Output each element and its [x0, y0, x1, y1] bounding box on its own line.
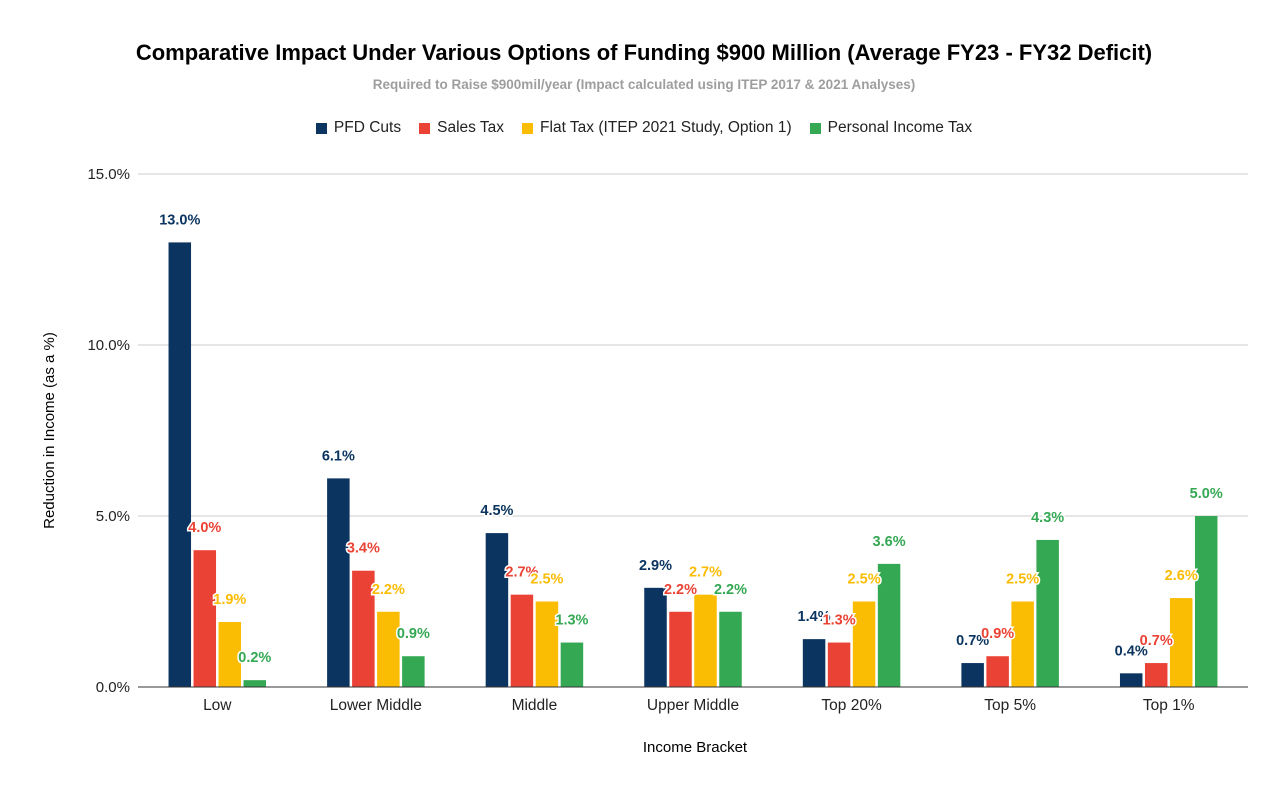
legend-swatch-sales-tax	[419, 122, 431, 134]
bar[interactable]	[402, 656, 425, 687]
chart-title: Comparative Impact Under Various Options…	[135, 40, 1153, 65]
data-label: 13.0%	[159, 212, 200, 228]
bar[interactable]	[802, 639, 826, 687]
bar[interactable]	[877, 563, 901, 687]
bar[interactable]	[1036, 539, 1059, 687]
legend-swatch-pfd-cuts	[315, 122, 327, 134]
x-axis-category-labels: Low Lower Middle Middle Upper Middle Top 20%…	[203, 697, 1195, 714]
data-label: 0.9%	[981, 626, 1014, 642]
bar[interactable]	[218, 622, 242, 687]
bar[interactable]	[377, 611, 400, 687]
bar[interactable]	[243, 680, 267, 687]
legend-label-personal-income-tax: Personal Income Tax	[827, 119, 973, 136]
data-label: 2.5%	[530, 572, 563, 588]
bar[interactable]	[560, 642, 584, 687]
bar[interactable]	[852, 601, 876, 688]
bar[interactable]	[961, 663, 984, 687]
data-label: 1.3%	[823, 613, 856, 629]
data-label: 3.6%	[873, 534, 906, 550]
x-category-label: Top 5%	[984, 697, 1036, 714]
gridlines	[138, 173, 1248, 517]
bar[interactable]	[644, 587, 667, 687]
legend-item-pfd-cuts[interactable]: PFD Cuts	[315, 119, 402, 137]
y-axis-tick-labels: 0.0% 5.0% 10.0% 15.0%	[87, 166, 130, 696]
x-axis-title: Income Bracket	[643, 739, 748, 756]
y-tick-label: 0.0%	[96, 679, 130, 696]
bar[interactable]	[352, 570, 375, 687]
data-label: 2.2%	[372, 582, 405, 598]
data-label: 1.4%	[798, 609, 831, 625]
data-label: 0.7%	[1140, 633, 1173, 649]
bar[interactable]	[694, 594, 717, 687]
data-label: 6.1%	[322, 448, 355, 464]
bar[interactable]	[327, 478, 350, 687]
data-label: 2.7%	[505, 565, 538, 581]
legend-swatch-flat-tax	[522, 122, 534, 134]
bars	[168, 242, 1218, 688]
data-label: 5.0%	[1190, 486, 1223, 502]
data-label: 2.6%	[1165, 568, 1198, 584]
data-label: 3.4%	[347, 541, 380, 557]
bar[interactable]	[535, 601, 559, 688]
y-tick-label: 15.0%	[87, 166, 130, 183]
y-tick-label: 10.0%	[87, 337, 130, 354]
legend: PFD Cuts Sales Tax Flat Tax (ITEP 2021 S…	[0, 119, 1288, 137]
data-labels: 13.0% 4.0% 1.9% 0.2% 6.1% 3.4% 2.2% 0.9% 4.5% 2.7…	[158, 211, 1225, 668]
chart-subtitle: Required to Raise $900mil/year (Impact c…	[372, 77, 916, 92]
x-category-label: Top 20%	[821, 697, 882, 714]
data-label: 2.7%	[689, 565, 722, 581]
bar[interactable]	[485, 533, 509, 687]
data-label: 0.4%	[1115, 643, 1148, 659]
bar[interactable]	[193, 550, 217, 687]
legend-label-flat-tax: Flat Tax (ITEP 2021 Study, Option 1)	[540, 119, 792, 136]
legend-item-personal-income-tax[interactable]: Personal Income Tax	[809, 119, 973, 137]
data-label: 2.5%	[1006, 572, 1039, 588]
bar[interactable]	[510, 594, 534, 687]
legend-item-flat-tax[interactable]: Flat Tax (ITEP 2021 Study, Option 1)	[522, 119, 792, 137]
data-label: 0.2%	[238, 650, 271, 666]
data-label: 0.9%	[397, 626, 430, 642]
x-category-label: Middle	[512, 697, 558, 714]
bar[interactable]	[1119, 673, 1143, 687]
data-label: 4.0%	[188, 520, 221, 536]
bar[interactable]	[168, 242, 192, 687]
bar[interactable]	[1144, 663, 1168, 687]
x-category-label: Upper Middle	[647, 697, 739, 714]
bar[interactable]	[1169, 598, 1193, 687]
legend-label-sales-tax: Sales Tax	[437, 119, 505, 136]
y-axis-title: Reduction in Income (as a %)	[41, 332, 58, 529]
bar[interactable]	[1011, 601, 1034, 688]
data-label: 2.9%	[639, 558, 672, 574]
bar[interactable]	[669, 611, 692, 687]
data-label: 1.3%	[555, 613, 588, 629]
legend-swatch-personal-income-tax	[809, 122, 821, 134]
data-label: 2.2%	[714, 582, 747, 598]
data-label: 2.2%	[664, 582, 697, 598]
data-label: 1.9%	[213, 592, 246, 608]
data-label: 2.5%	[848, 572, 881, 588]
legend-label-pfd-cuts: PFD Cuts	[333, 119, 402, 136]
bar[interactable]	[1194, 516, 1218, 687]
data-label: 4.5%	[480, 503, 513, 519]
x-category-label: Lower Middle	[330, 697, 422, 714]
bar[interactable]	[986, 656, 1009, 687]
legend-item-sales-tax[interactable]: Sales Tax	[419, 119, 504, 137]
x-category-label: Top 1%	[1143, 697, 1195, 714]
bar[interactable]	[719, 611, 742, 687]
data-label: 4.3%	[1031, 510, 1064, 526]
data-label: 0.7%	[956, 633, 989, 649]
x-category-label: Low	[203, 697, 232, 714]
bar[interactable]	[827, 642, 851, 687]
y-tick-label: 5.0%	[96, 508, 130, 525]
